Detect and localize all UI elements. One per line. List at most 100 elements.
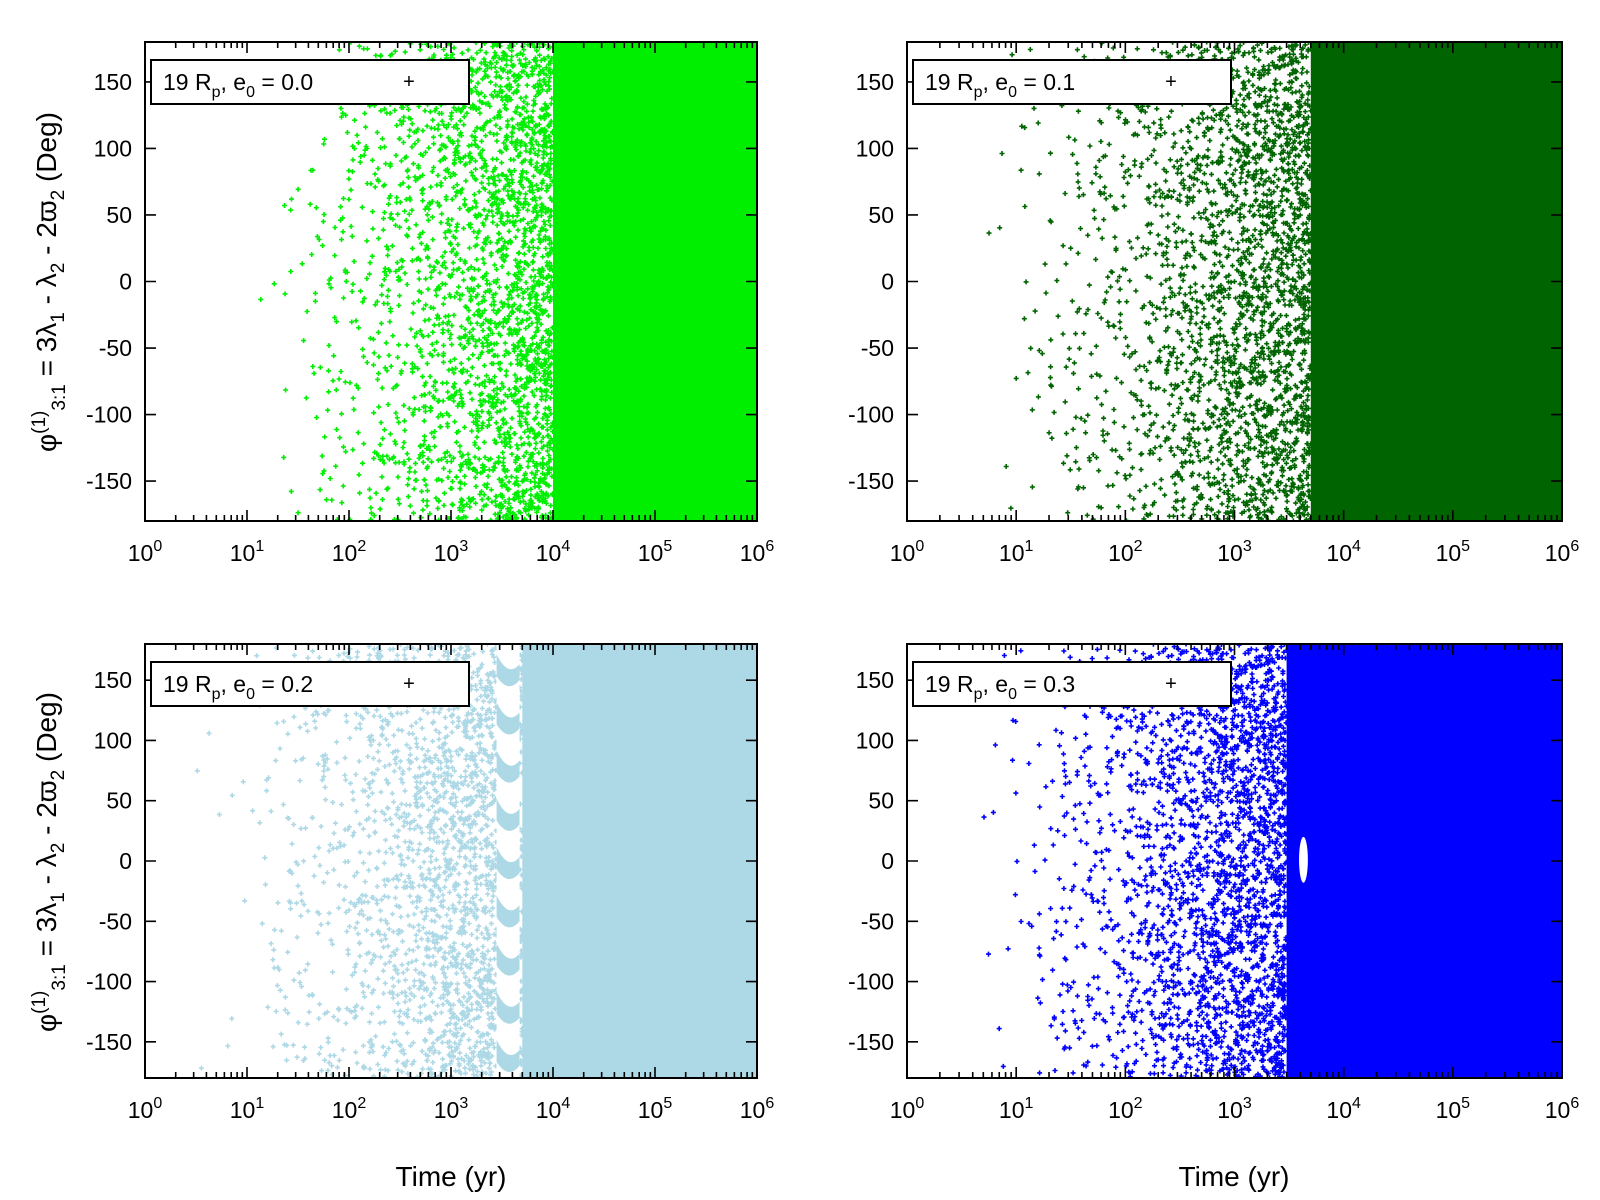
data-point bbox=[1211, 334, 1217, 340]
data-point bbox=[1294, 438, 1300, 444]
data-point bbox=[496, 188, 502, 194]
data-point bbox=[1292, 216, 1298, 222]
data-point bbox=[314, 234, 320, 239]
data-point bbox=[1257, 231, 1263, 237]
data-point bbox=[450, 502, 456, 508]
data-point bbox=[324, 497, 329, 503]
data-point bbox=[538, 127, 544, 133]
data-point bbox=[1108, 284, 1114, 290]
data-point bbox=[517, 360, 523, 365]
data-point bbox=[387, 319, 393, 325]
data-point bbox=[545, 365, 551, 371]
data-point bbox=[1260, 143, 1266, 149]
data-point bbox=[541, 55, 547, 61]
data-point bbox=[547, 86, 552, 92]
data-point bbox=[538, 58, 544, 63]
data-point bbox=[1295, 59, 1301, 65]
data-point bbox=[360, 460, 365, 466]
data-point bbox=[547, 60, 553, 66]
data-point bbox=[1255, 112, 1261, 118]
data-point bbox=[538, 83, 544, 89]
data-point bbox=[1287, 298, 1293, 304]
data-point bbox=[1231, 361, 1237, 367]
data-point bbox=[439, 281, 445, 287]
data-point bbox=[536, 148, 542, 154]
data-point bbox=[420, 334, 426, 340]
data-point bbox=[498, 400, 504, 406]
data-point bbox=[1081, 330, 1087, 336]
data-point bbox=[516, 250, 521, 256]
data-point bbox=[1178, 170, 1184, 176]
data-point bbox=[396, 303, 402, 308]
data-point bbox=[1238, 425, 1244, 431]
data-point bbox=[436, 315, 442, 321]
data-point bbox=[1258, 176, 1264, 182]
data-point bbox=[441, 142, 447, 148]
data-point bbox=[472, 442, 478, 448]
data-point bbox=[457, 449, 463, 455]
data-point bbox=[479, 340, 485, 346]
data-point bbox=[462, 481, 468, 487]
data-point bbox=[1237, 378, 1243, 384]
y-tick-label: 100 bbox=[94, 135, 132, 161]
data-point bbox=[545, 112, 551, 118]
data-point bbox=[490, 213, 496, 219]
data-point bbox=[546, 138, 552, 144]
data-point bbox=[525, 422, 530, 427]
scatter-points bbox=[258, 42, 757, 521]
data-point bbox=[544, 461, 550, 467]
data-point bbox=[1106, 323, 1112, 329]
data-point bbox=[548, 150, 554, 156]
data-point bbox=[388, 363, 394, 369]
data-point bbox=[540, 281, 545, 287]
data-point bbox=[1214, 214, 1220, 220]
data-point bbox=[509, 451, 515, 457]
data-point bbox=[1195, 153, 1201, 159]
data-point bbox=[1272, 339, 1278, 345]
data-point bbox=[534, 367, 540, 373]
data-point bbox=[548, 245, 554, 251]
data-point bbox=[1184, 436, 1190, 442]
data-point bbox=[477, 110, 483, 116]
data-point bbox=[441, 260, 447, 265]
data-point bbox=[1088, 351, 1094, 357]
data-point bbox=[428, 274, 434, 280]
data-point bbox=[499, 235, 505, 241]
data-point bbox=[458, 130, 464, 136]
data-point bbox=[407, 197, 413, 203]
data-point bbox=[1121, 424, 1127, 430]
data-point bbox=[1089, 373, 1094, 379]
data-point bbox=[1260, 423, 1265, 429]
data-point bbox=[1128, 390, 1134, 396]
data-point bbox=[375, 166, 381, 171]
data-point bbox=[535, 84, 541, 90]
data-point bbox=[322, 434, 328, 440]
data-point bbox=[1276, 347, 1281, 353]
data-point bbox=[447, 138, 453, 144]
data-point bbox=[509, 134, 515, 140]
data-point bbox=[458, 480, 464, 486]
data-point bbox=[1090, 452, 1096, 457]
data-point bbox=[539, 266, 545, 271]
data-point bbox=[543, 82, 549, 88]
data-point bbox=[1308, 188, 1313, 194]
data-point bbox=[1076, 185, 1082, 191]
data-point bbox=[1105, 483, 1111, 489]
data-point bbox=[1263, 178, 1269, 184]
data-point bbox=[1241, 364, 1247, 370]
data-point bbox=[1271, 437, 1277, 443]
data-point bbox=[1120, 266, 1126, 272]
data-point bbox=[1114, 375, 1119, 381]
data-point bbox=[1173, 229, 1178, 235]
data-point bbox=[523, 201, 528, 207]
data-point bbox=[407, 465, 413, 471]
data-point bbox=[422, 318, 428, 324]
data-point bbox=[343, 278, 349, 284]
data-point bbox=[1246, 440, 1252, 446]
data-point bbox=[467, 329, 473, 335]
data-point bbox=[536, 282, 542, 288]
data-point bbox=[1251, 504, 1257, 510]
data-point bbox=[397, 199, 403, 205]
data-point bbox=[1301, 312, 1307, 317]
data-point bbox=[525, 221, 531, 226]
